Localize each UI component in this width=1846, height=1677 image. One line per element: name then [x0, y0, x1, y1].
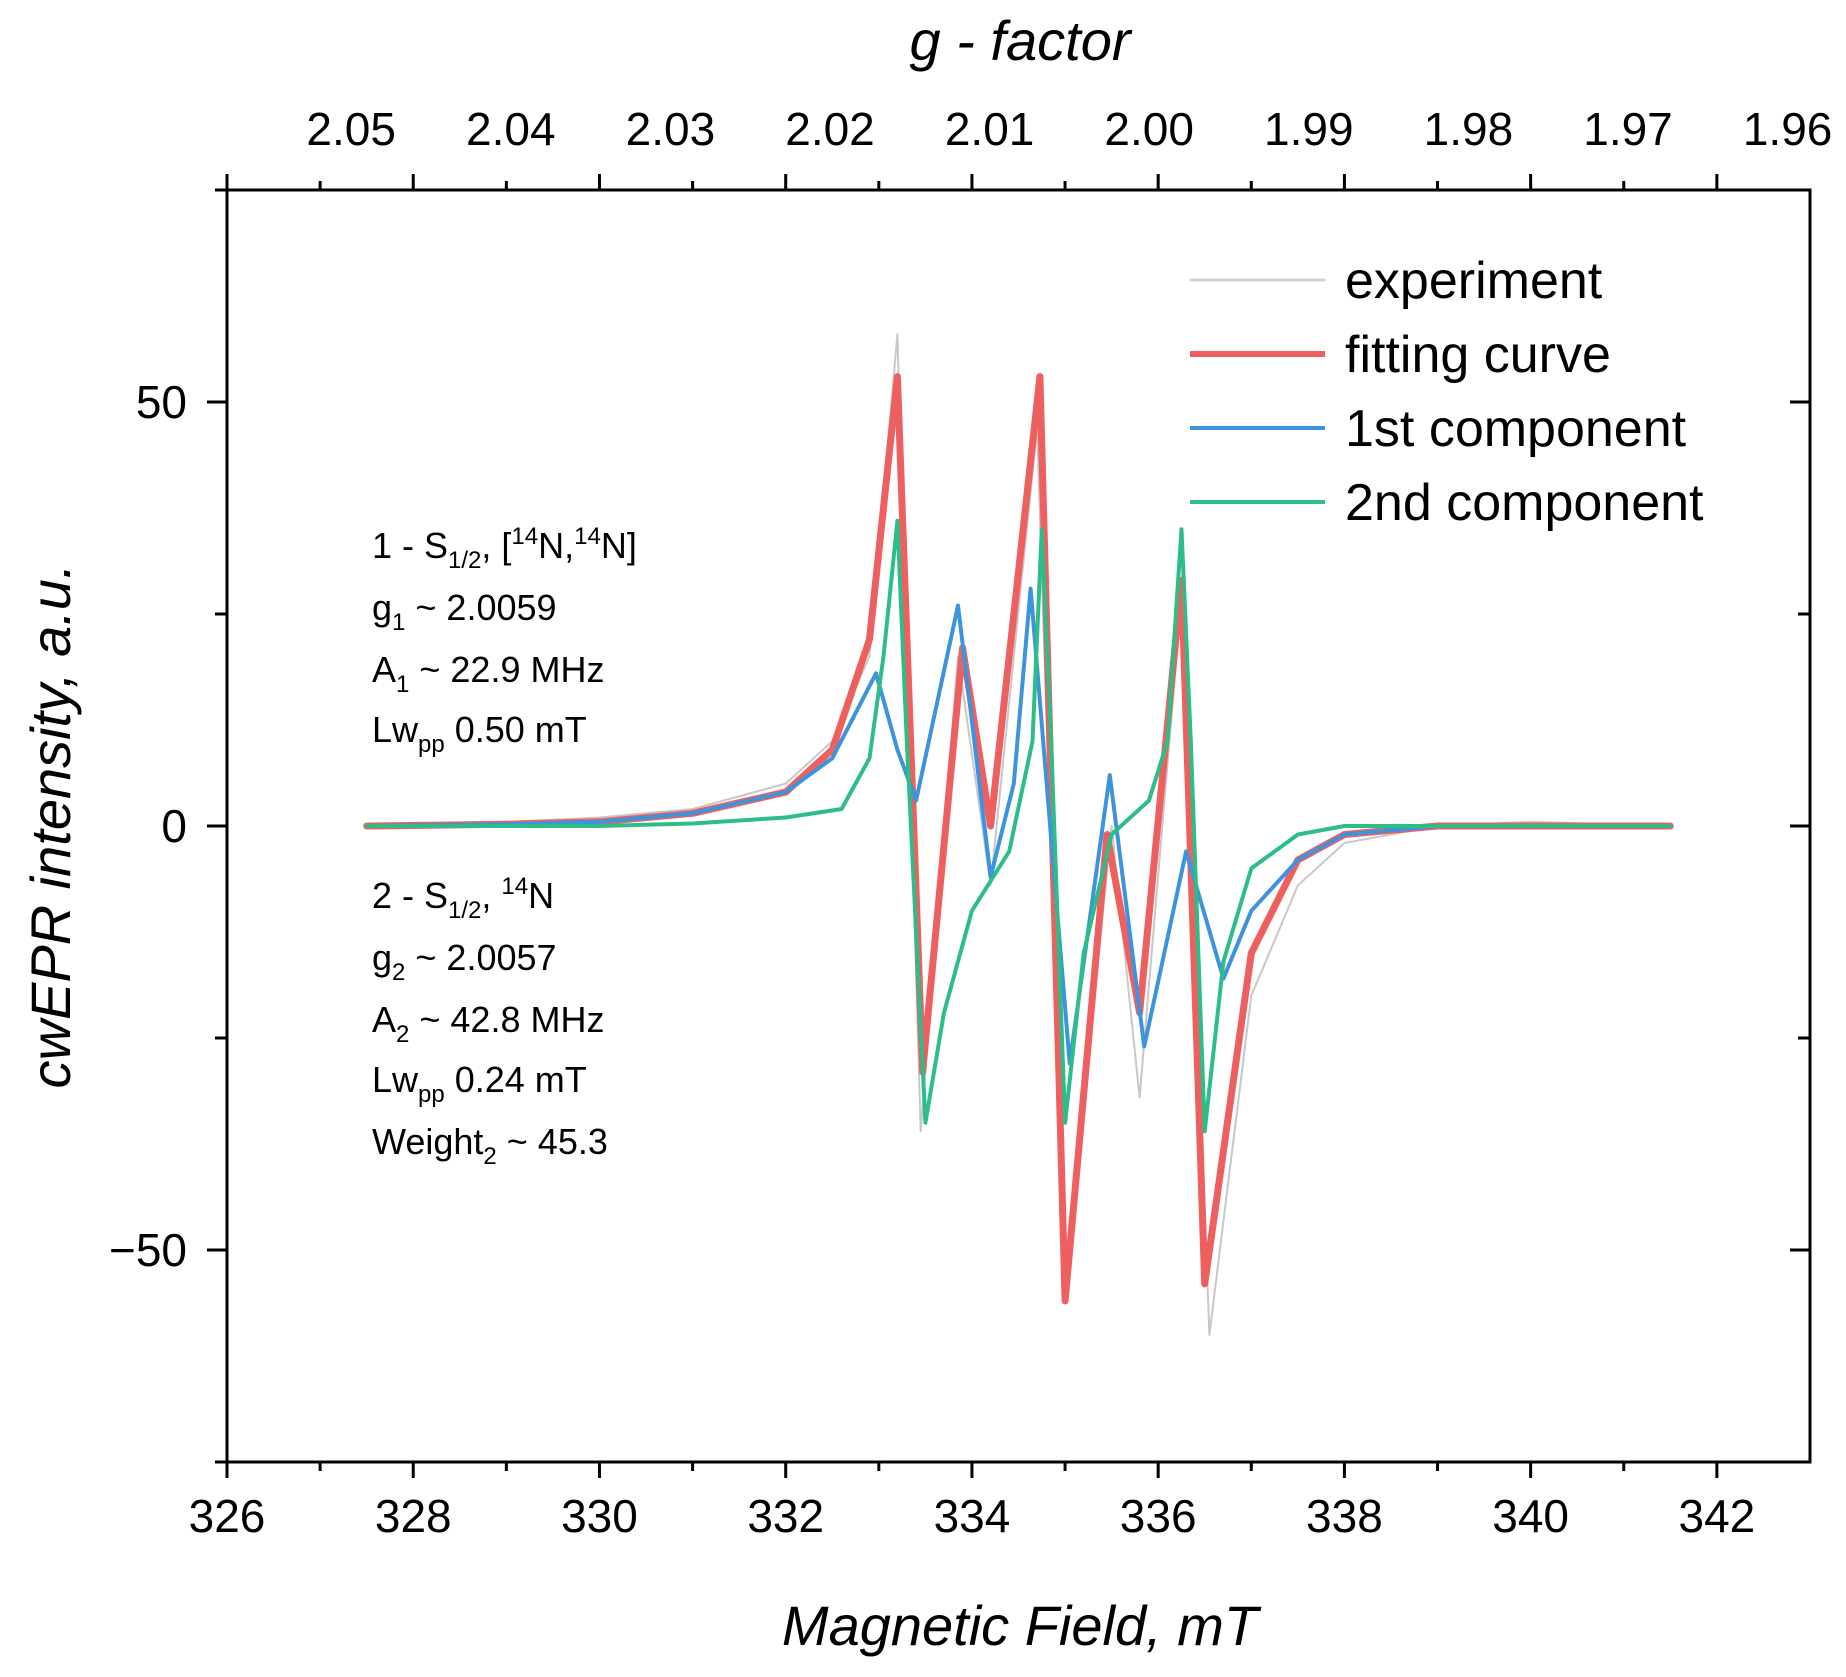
g-tick-label: 2.01: [945, 103, 1035, 155]
annot2-line4: Lwpp 0.24 mT: [372, 1059, 587, 1108]
g-tick-label: 2.00: [1104, 103, 1194, 155]
annot2-line2-sub: 2: [392, 959, 405, 986]
annot1-line1-prefix: 1 - S: [372, 525, 448, 566]
annot2-line1-n: N: [528, 875, 554, 916]
annot1-line4-prefix: Lw: [372, 709, 419, 750]
annot1-line2-rest: ~ 2.0059: [405, 587, 556, 628]
g-tick-label: 2.04: [466, 103, 556, 155]
x-tick-label: 330: [561, 1490, 638, 1542]
annot2-line1-sup: 14: [501, 873, 528, 900]
annot2-line1: 2 - S1/2, 14N: [372, 873, 554, 924]
annotation-component-2: 2 - S1/2, 14N g2 ~ 2.0057 A2 ~ 42.8 MHz …: [372, 873, 608, 1170]
annot1-line3-sub: 1: [396, 671, 409, 698]
annot2-line3: A2 ~ 42.8 MHz: [372, 999, 604, 1048]
annot1-line3: A1 ~ 22.9 MHz: [372, 649, 604, 698]
annot2-line2-rest: ~ 2.0057: [405, 937, 556, 978]
annot1-line1-sup1: 14: [511, 523, 538, 550]
annot1-line1-sup2: 14: [574, 523, 601, 550]
y-axis-title: cwEPR intensity, a.u.: [19, 564, 82, 1089]
annot2-line4-rest: 0.24 mT: [445, 1059, 587, 1100]
g-tick-label: 1.98: [1424, 103, 1514, 155]
g-tick-label: 1.97: [1583, 103, 1673, 155]
x-tick-label: 336: [1120, 1490, 1197, 1542]
annot2-line2-prefix: g: [372, 937, 392, 978]
axis-ticks: 326 328 330 332 334 336 338 340 342 2.05 2.04 2.03 2…: [109, 103, 1832, 1542]
x-axis-title: Magnetic Field, mT: [782, 1594, 1262, 1657]
x-tick-label: 326: [189, 1490, 266, 1542]
annot1-line2-sub: 1: [392, 609, 405, 636]
g-tick-label: 1.96: [1743, 103, 1833, 155]
annot2-line3-sub: 2: [396, 1021, 409, 1048]
annotation-component-1: 1 - S1/2, [14N,14N] g1 ~ 2.0059 A1 ~ 22.…: [372, 523, 637, 758]
annot1-line1-n2: N]: [601, 525, 637, 566]
annot1-line2-prefix: g: [372, 587, 392, 628]
legend-label-experiment: experiment: [1345, 252, 1603, 310]
x-tick-label: 328: [375, 1490, 452, 1542]
annot2-line1-sub: 1/2: [448, 897, 481, 924]
x-tick-label: 334: [934, 1490, 1011, 1542]
y-tick-label: −50: [109, 1224, 187, 1276]
annot1-line1-mid: , [: [481, 525, 511, 566]
series-layer: [363, 333, 1674, 1336]
annot1-line1-n1: N,: [538, 525, 574, 566]
annot2-line1-mid: ,: [481, 875, 501, 916]
top-axis-title: g - factor: [910, 9, 1133, 72]
annot2-line5-prefix: Weight: [372, 1121, 483, 1162]
g-tick-label: 2.03: [626, 103, 716, 155]
annot1-line4-sub: pp: [418, 731, 445, 758]
annot1-line3-rest: ~ 22.9 MHz: [409, 649, 604, 690]
annot2-line1-prefix: 2 - S: [372, 875, 448, 916]
annot1-line1-sub: 1/2: [448, 547, 481, 574]
legend-label-fitting-curve: fitting curve: [1345, 326, 1611, 384]
g-tick-label: 1.99: [1264, 103, 1354, 155]
annot1-line1: 1 - S1/2, [14N,14N]: [372, 523, 637, 574]
x-tick-label: 342: [1679, 1490, 1756, 1542]
legend-label-2nd-component: 2nd component: [1345, 474, 1704, 532]
x-tick-label: 338: [1306, 1490, 1383, 1542]
x-tick-label: 340: [1492, 1490, 1569, 1542]
annot1-line2: g1 ~ 2.0059: [372, 587, 557, 636]
annot2-line3-rest: ~ 42.8 MHz: [409, 999, 604, 1040]
series-line-1st-component: [364, 586, 1673, 1066]
x-tick-label: 332: [747, 1490, 824, 1542]
annot1-line4: Lwpp 0.50 mT: [372, 709, 587, 758]
annot2-line4-prefix: Lw: [372, 1059, 419, 1100]
annot2-line5-sub: 2: [483, 1143, 496, 1170]
g-tick-label: 2.02: [785, 103, 875, 155]
y-tick-label: 0: [161, 800, 187, 852]
legend-label-1st-component: 1st component: [1345, 400, 1687, 458]
g-tick-label: 2.05: [306, 103, 396, 155]
annot2-line4-sub: pp: [418, 1081, 445, 1108]
annot1-line3-prefix: A: [372, 649, 396, 690]
annot2-line2: g2 ~ 2.0057: [372, 937, 557, 986]
annot2-line5-rest: ~ 45.3: [497, 1121, 608, 1162]
annot2-line3-prefix: A: [372, 999, 396, 1040]
series-line-2nd-component: [364, 518, 1673, 1134]
legend: experiment fitting curve 1st component 2…: [1190, 252, 1704, 532]
annot2-line5: Weight2 ~ 45.3: [372, 1121, 608, 1170]
annot1-line4-rest: 0.50 mT: [445, 709, 587, 750]
y-tick-label: 50: [136, 376, 187, 428]
